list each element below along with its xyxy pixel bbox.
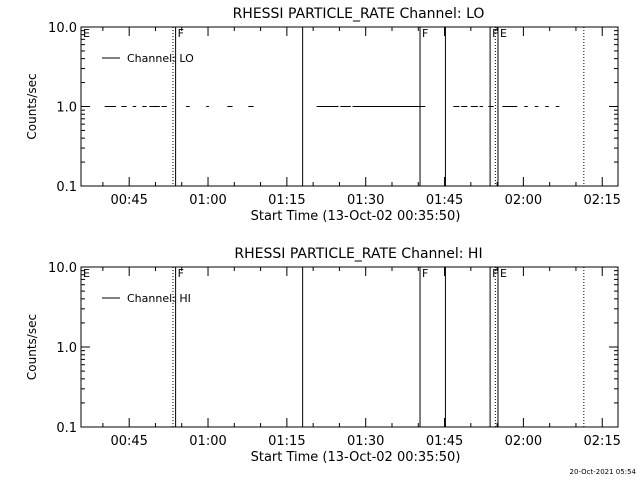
x-tick-label: 01:15	[268, 434, 305, 449]
y-tick-label: 1.0	[56, 101, 77, 116]
legend-entry: Channel: HI	[127, 292, 191, 305]
timestamp: 20-Oct-2021 05:54	[570, 468, 637, 476]
chart-title: RHESSI PARTICLE_RATE Channel: LO	[233, 6, 485, 22]
marker-label: F	[422, 267, 428, 280]
edge-label: E	[83, 267, 90, 280]
x-tick-label: 02:00	[505, 193, 542, 208]
x-tick-label: 02:15	[583, 434, 620, 449]
y-tick-label: 1.0	[56, 341, 77, 356]
marker-label: E	[500, 27, 507, 40]
marker-label: F	[178, 267, 184, 280]
x-tick-label: 01:30	[347, 434, 384, 449]
marker-label: E	[500, 267, 507, 280]
y-tick-label: 0.1	[56, 180, 77, 195]
x-axis-label: Start Time (13-Oct-02 00:35:50)	[251, 209, 461, 224]
x-tick-label: 01:45	[426, 193, 463, 208]
x-tick-label: 01:30	[347, 193, 384, 208]
x-tick-label: 02:00	[505, 434, 542, 449]
marker-label: F	[422, 27, 428, 40]
y-axis-label: Counts/sec	[25, 314, 39, 380]
x-axis-label: Start Time (13-Oct-02 00:35:50)	[251, 450, 461, 465]
x-tick-label: 00:45	[110, 434, 147, 449]
y-tick-label: 10.0	[48, 21, 77, 36]
x-tick-label: 01:15	[268, 193, 305, 208]
marker-label: F	[178, 27, 184, 40]
x-tick-label: 02:15	[583, 193, 620, 208]
x-tick-label: 01:45	[426, 434, 463, 449]
x-tick-label: 01:00	[189, 193, 226, 208]
plot-frame	[80, 266, 619, 428]
x-tick-label: 00:45	[110, 193, 147, 208]
x-tick-label: 01:00	[189, 434, 226, 449]
chart-title: RHESSI PARTICLE_RATE Channel: HI	[234, 246, 482, 262]
y-tick-label: 10.0	[48, 261, 77, 276]
y-axis-label: Counts/sec	[25, 73, 39, 139]
edge-label: E	[83, 27, 90, 40]
legend-entry: Channel: LO	[127, 52, 194, 65]
y-tick-label: 0.1	[56, 421, 77, 436]
